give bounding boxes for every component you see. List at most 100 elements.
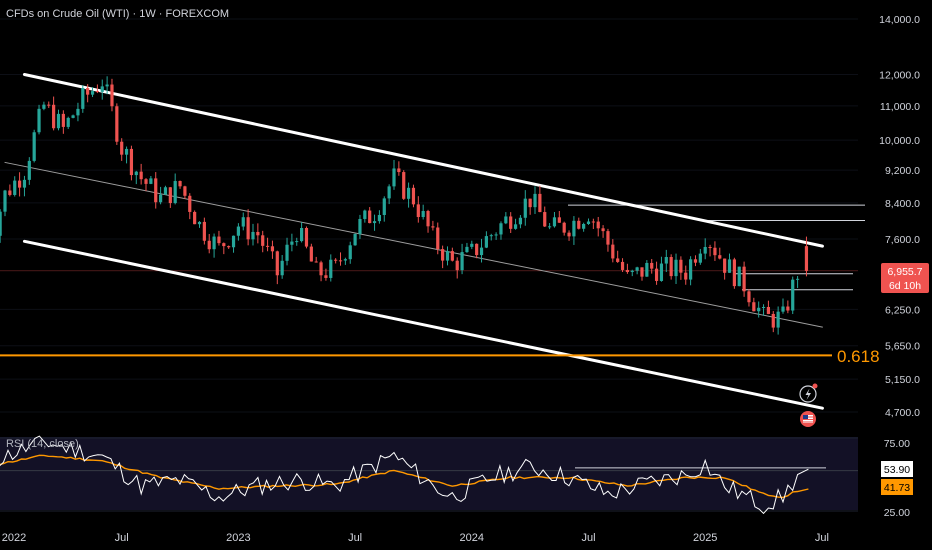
candle-body [256, 231, 260, 236]
candle-body [52, 104, 56, 129]
candle-body [727, 259, 732, 273]
candle-body [56, 113, 61, 129]
candle-body [475, 243, 479, 256]
candle-body [319, 262, 323, 276]
candle-body [718, 255, 722, 259]
candle-body [645, 262, 649, 277]
candle-body [752, 302, 756, 312]
candle-body [290, 241, 294, 245]
price-axis: 14,000.0 12,000.0 11,000.0 10,000.0 9,200.0 8… [879, 14, 920, 519]
time-tick-label: Jul [348, 532, 362, 544]
candle-body [231, 235, 236, 248]
candle-body [445, 251, 450, 261]
candle-body [703, 246, 707, 254]
candle-body [353, 233, 357, 246]
candle-body [509, 216, 513, 229]
candle-body [552, 217, 557, 227]
rsi-ma-value: 41.73 [884, 482, 910, 494]
rsi-ma-line [0, 454, 809, 499]
rsi-pane [0, 435, 858, 515]
candle-body [265, 245, 270, 247]
candle-body [596, 221, 600, 229]
time-tick-label: 2024 [460, 532, 484, 544]
candle-body [47, 104, 51, 106]
candle-body [426, 211, 430, 227]
price-tick-label: 8,400.0 [885, 198, 920, 210]
candle-body [577, 220, 581, 229]
candle-body [776, 311, 780, 328]
candle-body [489, 235, 493, 237]
candle-body [562, 222, 566, 233]
candle-body [372, 221, 377, 224]
candle-body [314, 261, 318, 263]
time-tick-label: Jul [115, 532, 129, 544]
candle-body [406, 187, 411, 199]
rsi-ma-value-badge: 41.73 [881, 479, 913, 495]
candle-body [411, 187, 416, 205]
candle-body [309, 246, 313, 262]
candle-body [664, 257, 668, 264]
candle-body [431, 226, 435, 228]
candle-body [382, 198, 386, 215]
candle-body [270, 246, 275, 252]
candle-body [3, 190, 7, 212]
candle-body [304, 227, 309, 247]
candle-body [66, 117, 70, 127]
candle-body [129, 148, 134, 176]
candle-body [13, 180, 17, 195]
candle-body [450, 251, 454, 261]
candle-body [679, 259, 683, 273]
time-tick-label: Jul [815, 532, 829, 544]
candlesticks [0, 76, 809, 335]
lightning-icon[interactable] [799, 383, 818, 403]
candle-body [202, 221, 206, 241]
candle-body [518, 217, 523, 225]
price-tick-label: 12,000.0 [879, 70, 920, 82]
fib-label: 0.618 [837, 347, 880, 366]
channel-lower-line [22, 239, 824, 410]
channel-upper-line [22, 73, 824, 248]
candle-body [261, 235, 265, 246]
candle-body [115, 106, 119, 142]
candle-body [470, 243, 474, 247]
candle-body [761, 306, 766, 308]
us-flag-icon[interactable] [800, 411, 816, 427]
candle-body [504, 216, 508, 224]
price-channel [4, 73, 824, 410]
candle-body [616, 258, 620, 262]
candle-body [212, 236, 216, 250]
candle-body [611, 244, 615, 259]
candle-body [650, 262, 654, 269]
candle-body [329, 259, 333, 278]
candle-body [197, 221, 202, 225]
candle-body [8, 190, 12, 195]
candle-body [168, 187, 172, 204]
candle-body [659, 263, 664, 281]
candle-body [791, 279, 795, 311]
candle-body [134, 171, 138, 176]
candle-body [465, 246, 469, 253]
price-tick-label: 10,000.0 [879, 135, 920, 147]
candle-body [86, 88, 90, 95]
candle-body [567, 232, 571, 237]
candle-body [163, 187, 168, 195]
price-tick-label: 6,250.0 [885, 304, 920, 316]
candle-body [222, 243, 226, 247]
candle-body [766, 306, 771, 314]
candle-body [159, 194, 163, 203]
candle-body [368, 210, 372, 224]
candle-body [387, 186, 391, 199]
candle-body [523, 198, 527, 218]
price-tick-label: 11,000.0 [880, 101, 920, 113]
rsi-tick-label: 25.00 [884, 507, 910, 519]
candle-body [217, 236, 221, 244]
candle-body [757, 307, 761, 312]
candle-body [154, 178, 158, 203]
candle-body [343, 259, 347, 261]
candle-body [105, 84, 109, 87]
candle-body [601, 228, 605, 232]
candle-body [124, 148, 129, 155]
candle-body [747, 291, 751, 303]
candle-body [280, 260, 284, 276]
